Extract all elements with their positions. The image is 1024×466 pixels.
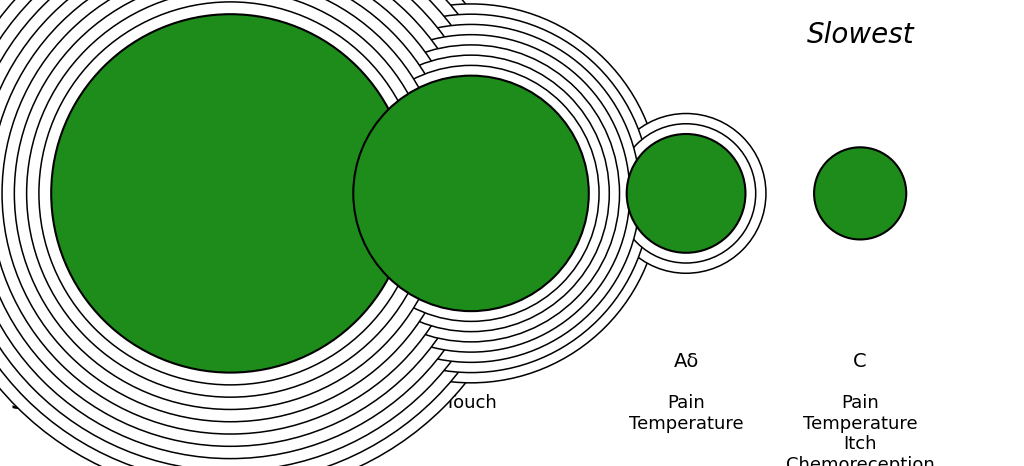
Ellipse shape [27, 0, 434, 397]
Ellipse shape [0, 0, 508, 466]
Ellipse shape [616, 124, 756, 263]
Ellipse shape [14, 0, 446, 410]
Text: Touch: Touch [445, 394, 497, 412]
Ellipse shape [606, 114, 766, 273]
Ellipse shape [2, 0, 459, 422]
Ellipse shape [0, 0, 520, 466]
Ellipse shape [0, 0, 532, 466]
Text: Aδ: Aδ [674, 352, 698, 370]
Text: Proprioception: Proprioception [165, 394, 296, 412]
Ellipse shape [0, 0, 496, 459]
Ellipse shape [0, 0, 483, 446]
Ellipse shape [282, 4, 660, 383]
Ellipse shape [302, 24, 640, 363]
Ellipse shape [0, 0, 471, 434]
Text: Group I: Group I [195, 352, 266, 370]
Text: Axon: Axon [56, 150, 174, 167]
Ellipse shape [292, 14, 650, 373]
Ellipse shape [312, 34, 630, 352]
Text: Pain
Temperature
Itch
Chemoreception: Pain Temperature Itch Chemoreception [785, 394, 935, 466]
Ellipse shape [627, 134, 745, 253]
Text: Pain
Temperature: Pain Temperature [629, 394, 743, 432]
Ellipse shape [51, 14, 410, 373]
Text: Slowest: Slowest [806, 21, 914, 49]
Ellipse shape [39, 2, 422, 385]
Text: Fastest: Fastest [180, 21, 281, 49]
Ellipse shape [333, 55, 609, 332]
Text: Aβ: Aβ [458, 352, 484, 370]
Text: Sensation: Sensation [10, 394, 120, 413]
Text: C: C [853, 352, 867, 370]
Text: Myelin: Myelin [38, 215, 146, 233]
Ellipse shape [353, 75, 589, 311]
Ellipse shape [323, 45, 620, 342]
Ellipse shape [343, 65, 599, 322]
Text: Axon type: Axon type [10, 352, 122, 370]
Ellipse shape [814, 147, 906, 240]
